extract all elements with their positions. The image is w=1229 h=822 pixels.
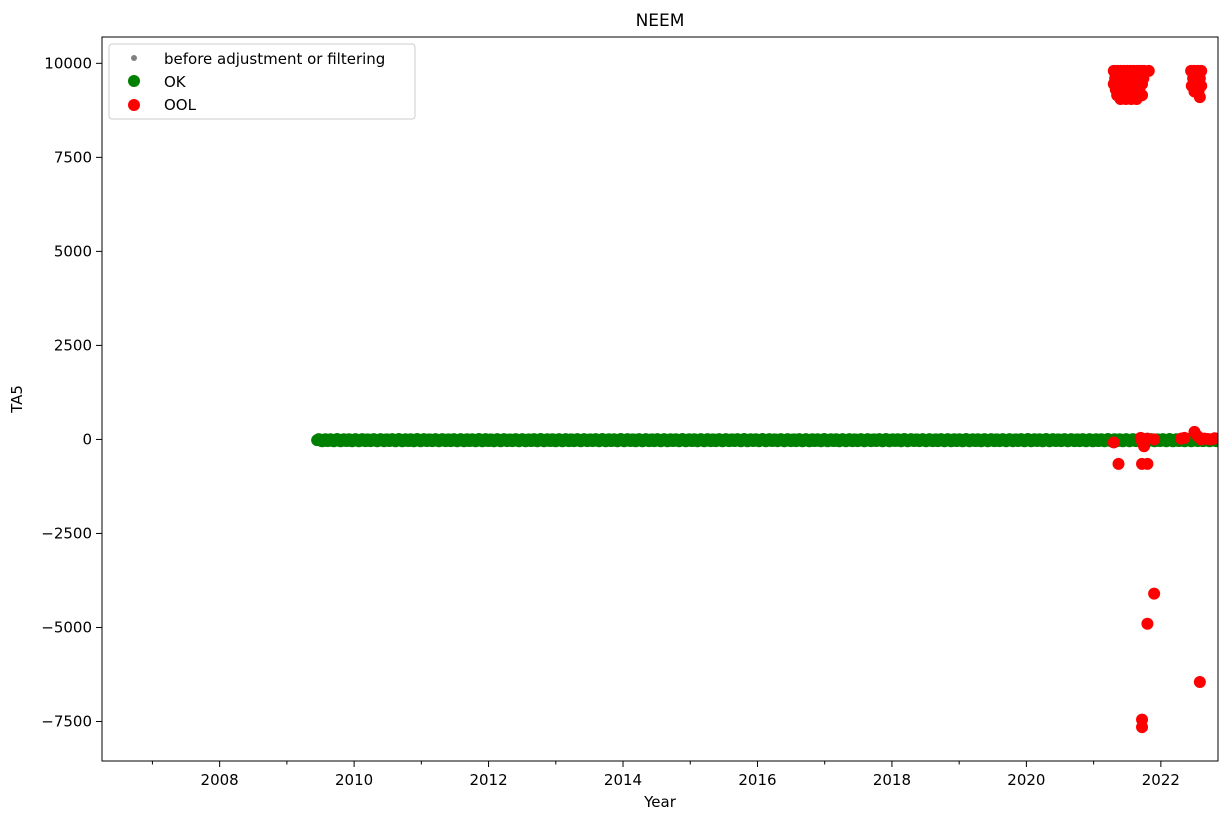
- x-tick-label: 2022: [1142, 771, 1180, 789]
- plot-frame: [101, 36, 1219, 762]
- point-ool: [1193, 91, 1206, 104]
- point-ool: [1112, 457, 1125, 470]
- point-ool: [1148, 433, 1161, 446]
- point-ool: [1193, 676, 1206, 689]
- y-tick-label: 0: [82, 430, 92, 448]
- legend-marker-before: [131, 55, 137, 61]
- point-ool: [1107, 436, 1120, 449]
- data-points: [311, 64, 1218, 734]
- x-axis-label: Year: [643, 793, 677, 811]
- chart-title: NEEM: [636, 11, 685, 31]
- legend-label-ool: OOL: [164, 96, 197, 114]
- y-tick-label: −7500: [41, 713, 92, 731]
- y-tick-label: 5000: [54, 242, 92, 260]
- point-ool: [1141, 457, 1154, 470]
- point-ool: [1141, 617, 1154, 630]
- point-ool: [1148, 587, 1161, 600]
- legend: before adjustment or filtering OK OOL: [108, 43, 416, 120]
- x-tick-label: 2008: [201, 771, 239, 789]
- y-tick-label: −5000: [41, 618, 92, 636]
- y-axis-label: TA5: [8, 385, 26, 414]
- x-tick-label: 2014: [604, 771, 642, 789]
- legend-label-ok: OK: [164, 73, 187, 91]
- x-tick-label: 2016: [738, 771, 776, 789]
- x-tick-label: 2010: [335, 771, 373, 789]
- point-ool: [1208, 432, 1218, 445]
- point-ool: [1178, 431, 1191, 444]
- x-tick-label: 2020: [1007, 771, 1045, 789]
- legend-marker-ok: [128, 75, 140, 87]
- point-ool: [1136, 721, 1149, 734]
- x-tick-label: 2018: [873, 771, 911, 789]
- x-tick-label: 2012: [469, 771, 507, 789]
- y-axis: −7500 −5000 −2500 0 2500 5000 7500 10000: [41, 54, 102, 731]
- y-tick-label: −2500: [41, 524, 92, 542]
- y-tick-label: 2500: [54, 336, 92, 354]
- y-tick-label: 7500: [54, 148, 92, 166]
- point-ool: [1130, 93, 1143, 106]
- legend-marker-ool: [128, 99, 140, 111]
- legend-label-before: before adjustment or filtering: [164, 50, 385, 68]
- y-tick-label: 10000: [44, 54, 92, 72]
- legend-box: [108, 43, 416, 120]
- x-axis: 2008 2010 2012 2014 2016 2018 2020 2022: [151, 761, 1180, 789]
